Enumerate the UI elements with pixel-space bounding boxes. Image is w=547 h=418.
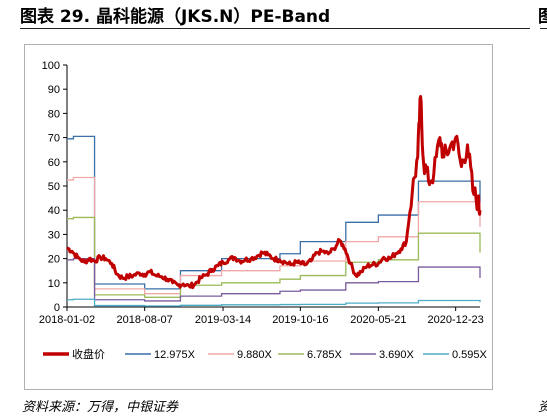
y-tick-label: 0 xyxy=(54,302,60,314)
x-tick-label: 2019-10-16 xyxy=(272,314,328,326)
legend-label-1: 收盘价 xyxy=(72,347,105,361)
legend-label-4: 6.785X xyxy=(307,349,343,361)
y-tick-label: 50 xyxy=(48,181,60,193)
y-tick-label: 60 xyxy=(48,157,60,169)
chart-frame: 0 10 20 30 40 50 60 70 80 90 100 2018-01-02 2018-08-… xyxy=(24,44,493,390)
pe-band-line-5 xyxy=(67,298,481,307)
y-tick-label: 90 xyxy=(48,84,60,96)
legend-label-2: 12.975X xyxy=(154,349,196,361)
y-tick-label: 20 xyxy=(48,254,60,266)
y-tick-label: 80 xyxy=(48,108,60,120)
source-note: 资料来源：万得，中银证券 xyxy=(22,400,179,415)
y-tick-label: 30 xyxy=(48,229,60,241)
adjacent-title-underline xyxy=(540,28,547,29)
legend-label-3: 9.880X xyxy=(237,349,273,361)
x-tick-label: 2020-12-23 xyxy=(428,314,484,326)
y-tick-label: 10 xyxy=(48,278,60,290)
x-tick-label: 2018-01-02 xyxy=(39,314,95,326)
title-underline xyxy=(20,28,530,29)
pe-band-chart: 0 10 20 30 40 50 60 70 80 90 100 2018-01-02 2018-08-… xyxy=(39,60,488,361)
x-tick-label: 2019-03-14 xyxy=(195,314,251,326)
price-line xyxy=(66,95,482,290)
legend-label-6: 0.595X xyxy=(452,349,488,361)
pe-band-line-4 xyxy=(67,257,481,302)
adjacent-source-fragment: 资 xyxy=(538,396,547,415)
y-tick-label: 40 xyxy=(48,205,60,217)
y-tick-label: 70 xyxy=(48,133,60,145)
x-tick-label: 2020-05-21 xyxy=(350,314,406,326)
x-tick-label: 2018-08-07 xyxy=(117,314,173,326)
legend-label-5: 3.690X xyxy=(379,349,415,361)
chart-title: 图表 29. 晶科能源（JKS.N）PE-Band xyxy=(20,7,331,27)
y-tick-label: 100 xyxy=(42,60,60,72)
adjacent-title-fragment: 图 xyxy=(538,7,547,27)
